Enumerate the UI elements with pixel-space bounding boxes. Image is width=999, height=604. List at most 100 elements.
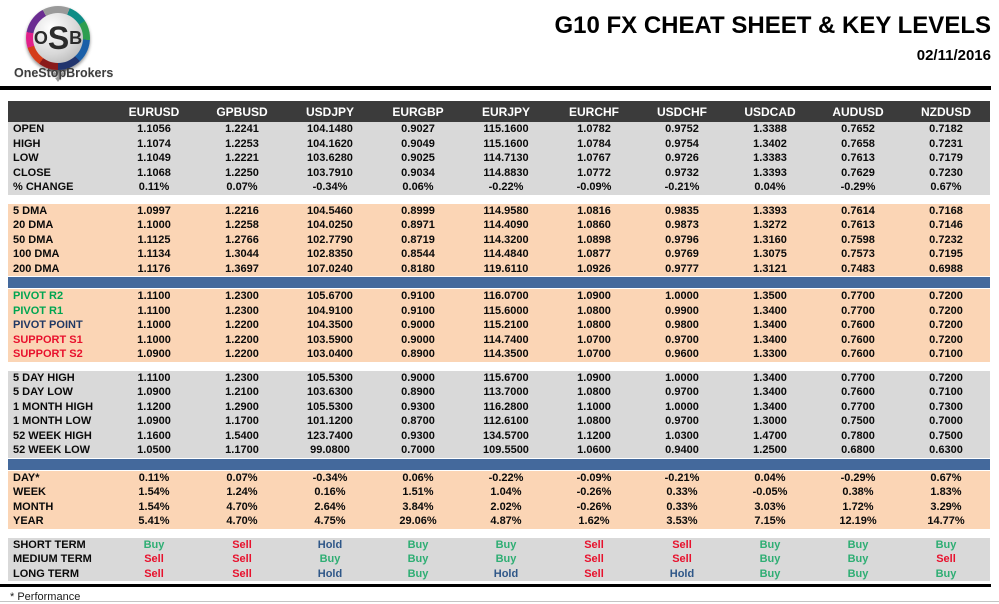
value-cell: 0.7168	[929, 204, 963, 217]
value-cell: 104.0250	[307, 219, 353, 232]
value-cell: Buy	[935, 567, 957, 580]
value-cell: 1.2250	[225, 166, 259, 179]
value-cell: 1.2200	[225, 319, 259, 332]
value-cell: 1.2221	[225, 152, 259, 165]
value-cell: 1.1100	[137, 290, 171, 303]
value-cell: 1.1068	[137, 166, 171, 179]
value-cell: 0.9769	[665, 248, 699, 261]
value-cell: 1.1100	[137, 371, 171, 384]
value-cell: 0.9900	[665, 304, 699, 317]
value-cell: 2.64%	[314, 500, 346, 513]
value-cell: 99.0800	[310, 444, 350, 457]
value-cell: Sell	[584, 538, 604, 551]
row-label: SUPPORT S1	[13, 333, 83, 346]
table-row: 1 MONTH HIGH 1.1200 1.2900 105.5300 0.9300 11…	[8, 400, 990, 415]
value-cell: 0.6988	[929, 262, 963, 275]
value-cell: 0.9000	[401, 333, 435, 346]
value-cell: 1.2200	[225, 333, 259, 346]
value-cell: 1.0898	[577, 233, 611, 246]
value-cell: 0.9034	[401, 166, 435, 179]
value-cell: 1.0800	[577, 386, 611, 399]
value-cell: 1.3000	[753, 415, 787, 428]
value-cell: 112.6100	[483, 415, 529, 428]
value-cell: 1.0860	[577, 219, 611, 232]
table-row: 5 DAY HIGH 1.1100 1.2300 105.5300 0.9000 115.…	[8, 371, 990, 386]
value-cell: 1.0800	[577, 415, 611, 428]
value-cell: 1.0300	[665, 429, 699, 442]
value-cell: 1.0900	[137, 348, 171, 361]
value-cell: -0.05%	[752, 486, 788, 499]
value-cell: 1.3400	[753, 304, 787, 317]
row-label: 5 DAY LOW	[13, 386, 73, 399]
value-cell: Sell	[584, 553, 604, 566]
value-cell: 105.5300	[307, 400, 353, 413]
table-row: LONG TERM Sell Sell Hold Buy Hold Sell Hold Buy B…	[8, 567, 990, 582]
value-cell: 0.9752	[665, 123, 699, 136]
value-cell: 1.3400	[753, 319, 787, 332]
value-cell: 1.1200	[577, 429, 611, 442]
value-cell: 2.02%	[490, 500, 522, 513]
value-cell: Sell	[144, 567, 164, 580]
column-header-nzdusd: NZDUSD	[921, 104, 971, 119]
value-cell: 1.1600	[137, 429, 171, 442]
value-cell: 1.3044	[225, 248, 259, 261]
table-row: OPEN 1.1056 1.2241 104.1480 0.9027 115.1600 1.…	[8, 122, 990, 137]
value-cell: 1.1700	[225, 415, 259, 428]
table-row: PIVOT POINT 1.1000 1.2200 104.3500 0.9000 115…	[8, 318, 990, 333]
value-cell: 114.7130	[483, 152, 529, 165]
value-cell: 103.0400	[307, 348, 353, 361]
value-cell: 1.2100	[225, 386, 259, 399]
value-cell: 115.1600	[483, 123, 529, 136]
column-header-audusd: AUDUSD	[832, 104, 884, 119]
value-cell: 0.8971	[401, 219, 435, 232]
row-label: HIGH	[13, 137, 41, 150]
value-cell: 0.33%	[666, 486, 698, 499]
value-cell: 0.11%	[138, 181, 170, 194]
table-row: SUPPORT S1 1.1000 1.2200 103.5900 0.9000 114.…	[8, 333, 990, 348]
value-cell: -0.22%	[488, 471, 524, 484]
value-cell: Sell	[232, 538, 252, 551]
value-cell: 0.7200	[929, 290, 963, 303]
value-cell: Buy	[847, 538, 869, 551]
value-cell: 0.7700	[841, 371, 875, 384]
value-cell: 29.06%	[399, 515, 437, 528]
value-cell: 0.7232	[929, 233, 963, 246]
value-cell: 0.7230	[929, 166, 963, 179]
value-cell: 1.04%	[490, 486, 522, 499]
value-cell: 0.9777	[665, 262, 699, 275]
value-cell: 0.7800	[841, 429, 875, 442]
table-row: 52 WEEK LOW 1.0500 1.1700 99.0800 0.7000 109.…	[8, 443, 990, 458]
row-label: 52 WEEK HIGH	[13, 429, 92, 442]
value-cell: 1.2200	[225, 348, 259, 361]
value-cell: 1.0000	[665, 371, 699, 384]
value-cell: 0.7652	[841, 123, 875, 136]
value-cell: 0.9000	[401, 319, 435, 332]
value-cell: 0.8544	[401, 248, 435, 261]
section-gap	[8, 361, 990, 371]
row-label: 5 DMA	[13, 204, 48, 217]
value-cell: Buy	[407, 567, 429, 580]
value-cell: 104.1480	[307, 123, 353, 136]
value-cell: 1.3383	[753, 152, 787, 165]
section-moving-averages: 5 DMA 1.0997 1.2216 104.5460 0.8999 114.9580 1…	[8, 203, 990, 276]
value-cell: 114.3200	[483, 233, 529, 246]
section-pivots: PIVOT R2 1.1100 1.2300 105.6700 0.9100 116.07…	[8, 289, 990, 362]
value-cell: 115.6700	[483, 371, 529, 384]
value-cell: Sell	[936, 553, 956, 566]
logo-letter-o: O	[33, 28, 48, 48]
value-cell: 3.03%	[754, 500, 786, 513]
table-row: 52 WEEK HIGH 1.1600 1.5400 123.7400 0.9300 13…	[8, 429, 990, 444]
value-cell: -0.26%	[576, 500, 612, 513]
row-label: YEAR	[13, 515, 44, 528]
value-cell: -0.09%	[576, 181, 612, 194]
value-cell: 0.9300	[401, 400, 435, 413]
value-cell: 114.7400	[483, 333, 529, 346]
value-cell: 0.9100	[401, 304, 435, 317]
value-cell: 14.77%	[927, 515, 965, 528]
value-cell: 104.3500	[307, 319, 353, 332]
table-row: 20 DMA 1.1000 1.2258 104.0250 0.8971 114.4090…	[8, 218, 990, 233]
value-cell: 0.9726	[665, 152, 699, 165]
table-row: HIGH 1.1074 1.2253 104.1620 0.9049 115.1600 1.…	[8, 137, 990, 152]
